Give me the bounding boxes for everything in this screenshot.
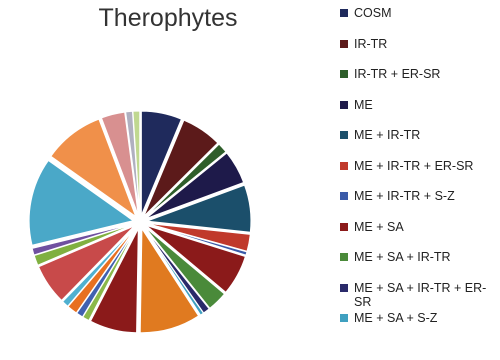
legend-label: ME + SA — [354, 219, 404, 234]
legend-label: ME + SA + S-Z — [354, 311, 438, 325]
pie-slice — [37, 225, 135, 302]
pie-slice — [139, 227, 200, 334]
pie-slice — [144, 226, 226, 309]
legend: COSM IR-TR IR-TR + ER-SR ME ME + IR-TR ME + I… — [340, 6, 498, 342]
chart-title: Therophytes — [98, 4, 238, 32]
pie-slice — [145, 224, 246, 293]
legend-item: IR-TR + ER-SR — [340, 67, 498, 98]
pie-slice — [67, 227, 137, 314]
legend-label: COSM — [354, 6, 392, 20]
pie-slice — [143, 119, 219, 217]
legend-swatch — [340, 314, 348, 322]
pie-slice — [143, 227, 205, 316]
legend-swatch — [340, 283, 348, 292]
legend-swatch — [340, 192, 348, 200]
legend-item: COSM — [340, 6, 498, 37]
pie-slice — [31, 223, 134, 256]
pie-slice — [28, 159, 135, 246]
legend-item: ME + IR-TR + ER-SR — [340, 159, 498, 190]
legend-label: ME + SA + IR-TR — [354, 250, 451, 264]
legend-swatch — [340, 100, 348, 109]
legend-label: ME + IR-TR + S-Z — [354, 189, 455, 203]
pie-slice — [100, 111, 139, 216]
legend-item: ME + SA + IR-TR — [340, 250, 498, 281]
pie-slice — [33, 223, 134, 266]
legend-item: ME + SA + S-Z — [340, 311, 498, 342]
legend-label: ME + IR-TR — [354, 128, 421, 142]
legend-swatch — [340, 131, 348, 139]
legend-label: ME — [354, 97, 373, 112]
legend-label: ME + IR-TR + ER-SR — [354, 158, 474, 173]
pie-slice — [146, 223, 248, 256]
legend-swatch — [340, 161, 348, 170]
pie-slice — [140, 110, 183, 216]
legend-swatch — [340, 9, 348, 17]
legend-label: ME + SA + IR-TR + ER-SR — [354, 280, 487, 309]
legend-item: ME + IR-TR + S-Z — [340, 189, 498, 220]
legend-label: IR-TR + ER-SR — [354, 67, 441, 81]
pie-slice — [50, 118, 137, 218]
legend-item: ME + IR-TR — [340, 128, 498, 159]
legend-item: ME — [340, 98, 498, 129]
pie-slice — [146, 184, 252, 233]
pie — [28, 110, 252, 334]
legend-label: IR-TR — [354, 36, 388, 51]
legend-item: IR-TR — [340, 37, 498, 68]
pie-slice — [144, 143, 227, 218]
legend-swatch — [340, 70, 348, 78]
pie-slice — [89, 228, 139, 334]
legend-swatch — [340, 39, 348, 48]
pie-slice — [132, 110, 141, 216]
pie-slice — [146, 222, 251, 252]
pie-slice — [76, 227, 137, 318]
legend-swatch — [340, 253, 348, 261]
legend-item: ME + SA + IR-TR + ER-SR — [340, 281, 498, 312]
pie-slice — [145, 152, 245, 220]
legend-swatch — [340, 222, 348, 231]
legend-item: ME + SA — [340, 220, 498, 251]
pie-slice — [61, 226, 136, 307]
